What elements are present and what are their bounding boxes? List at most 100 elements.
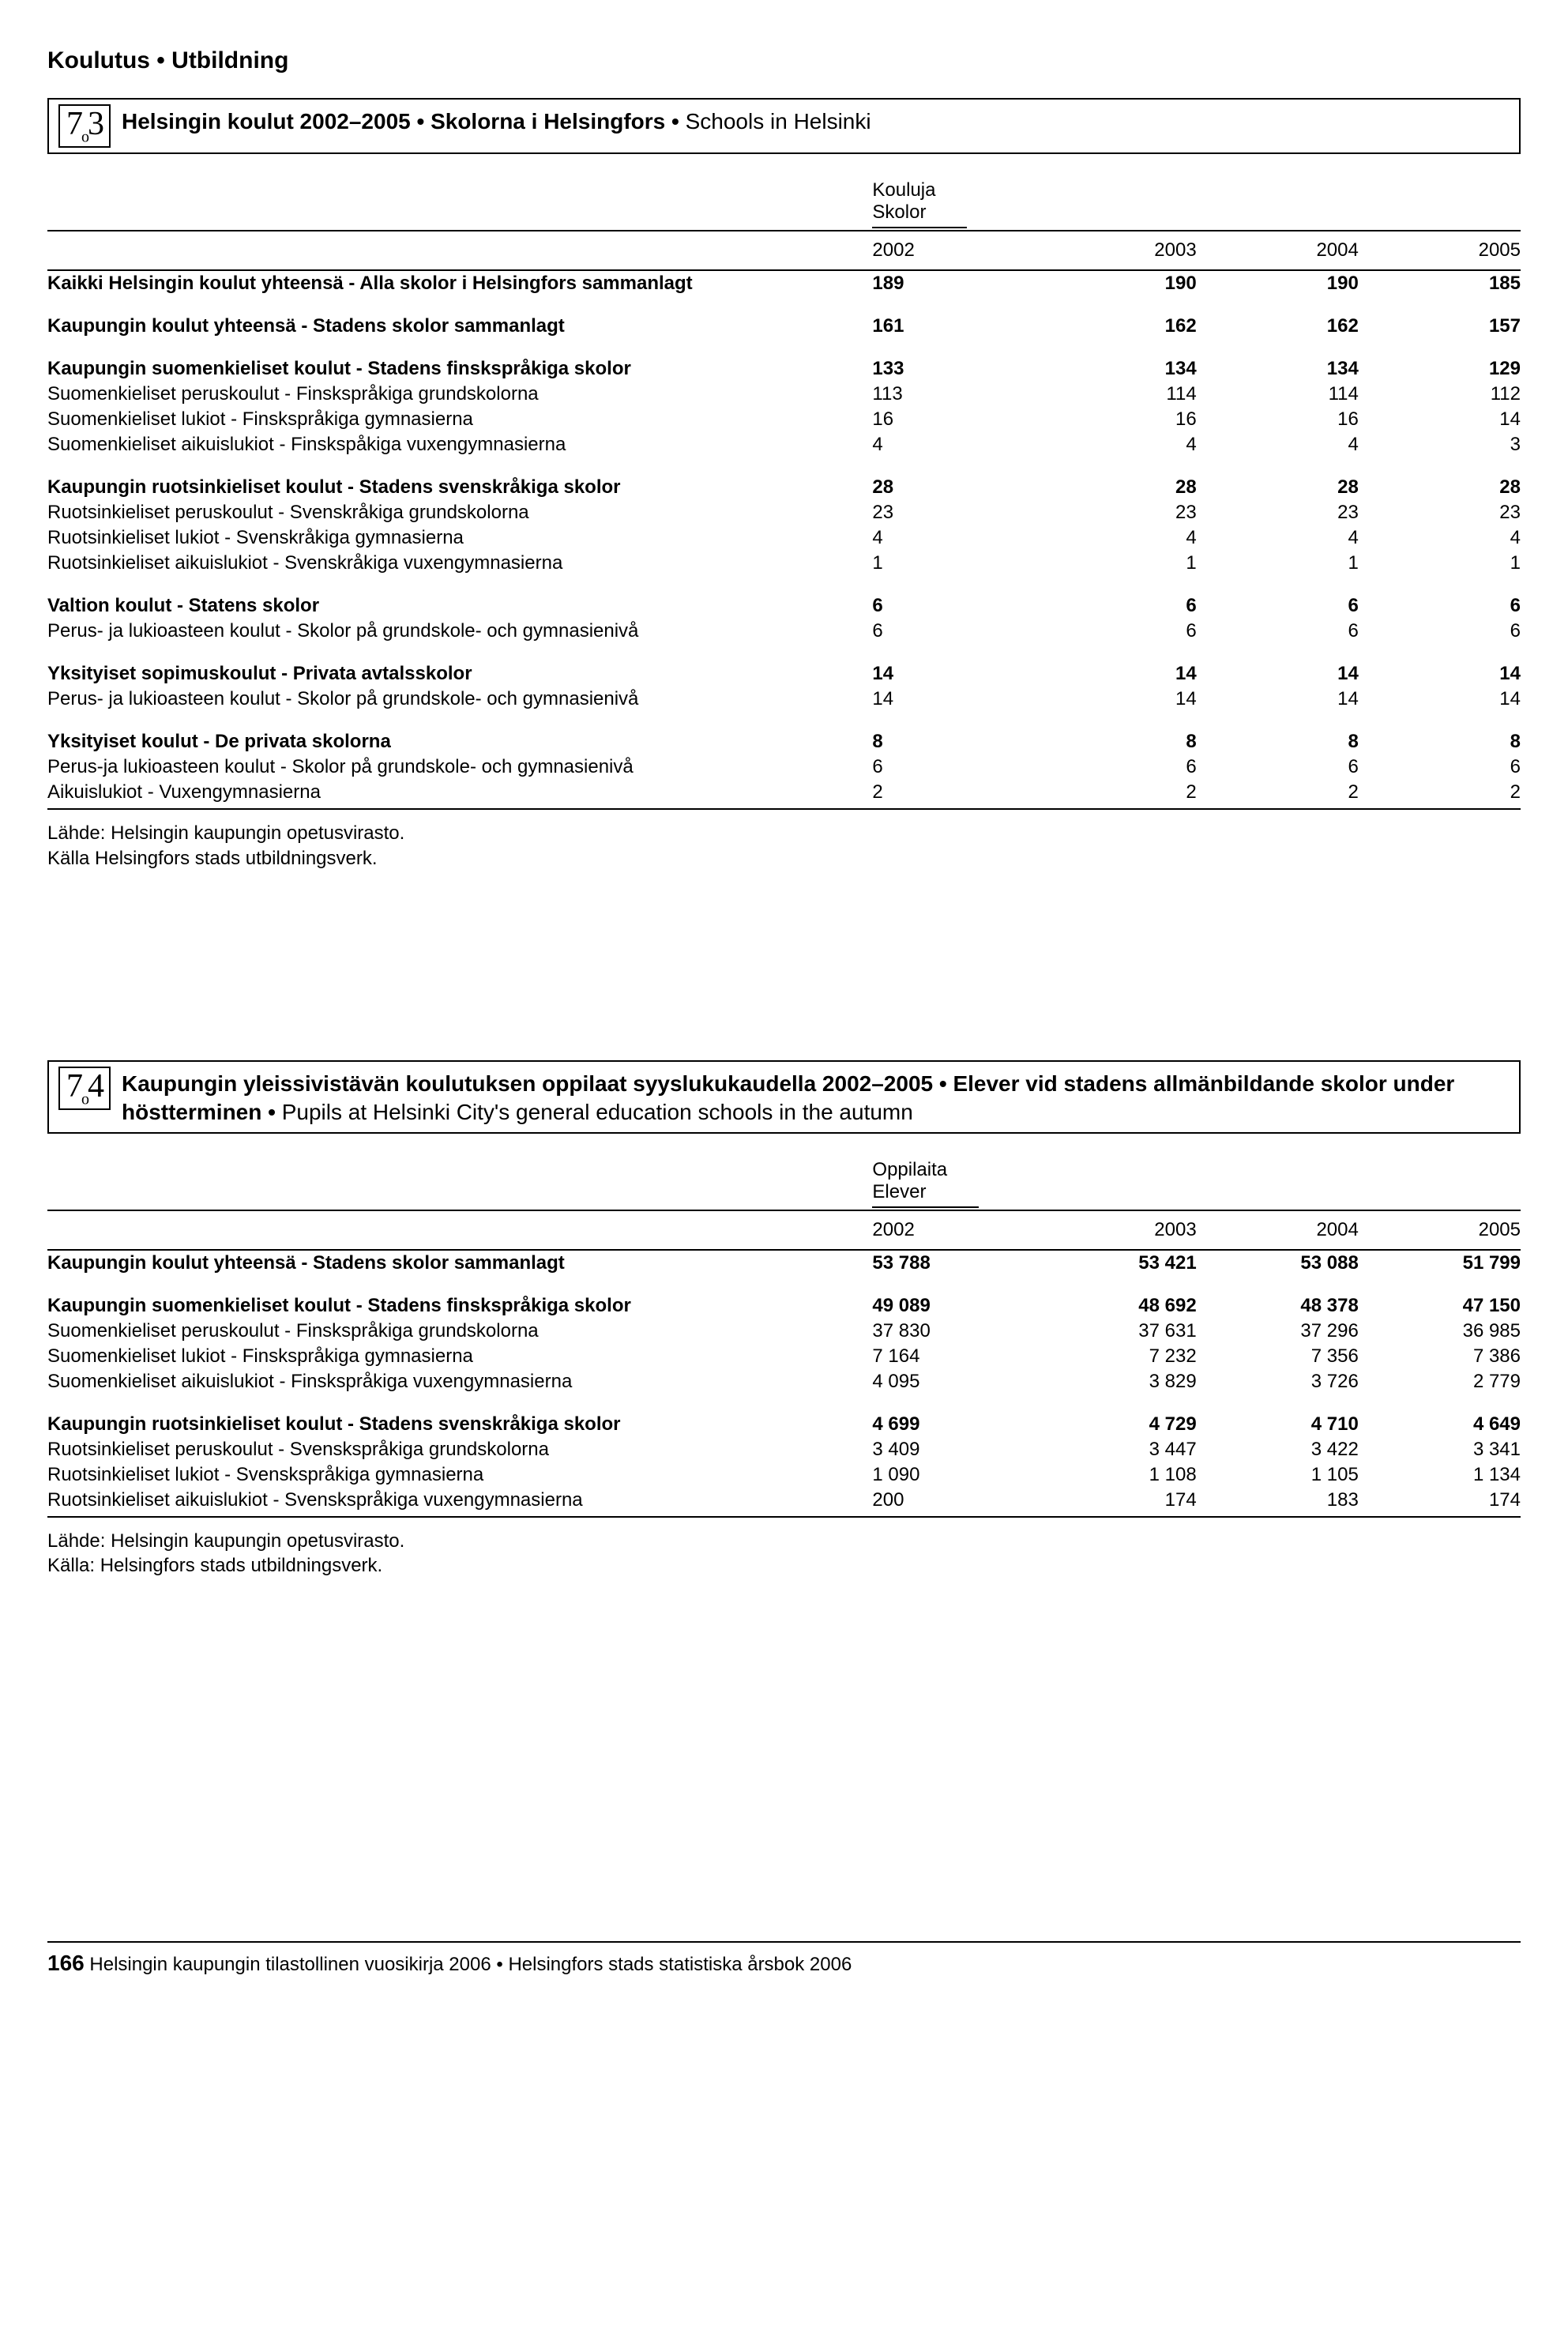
spacer-row: [47, 712, 1521, 729]
table-row: Aikuislukiot - Vuxengymnasierna2222: [47, 780, 1521, 809]
cell-value: 28: [1197, 475, 1359, 500]
header-years-row: 2002 2003 2004 2005: [47, 231, 1521, 270]
spacer-row: [47, 296, 1521, 314]
cell-value: 6: [872, 754, 1034, 780]
cell-value: 1 090: [872, 1462, 1034, 1488]
row-label: Yksityiset koulut - De privata skolorna: [47, 729, 872, 754]
section-73-title-plain: Schools in Helsinki: [686, 109, 871, 134]
cell-value: 8: [1197, 729, 1359, 754]
cell-value: 23: [1035, 500, 1197, 525]
cell-value: 6: [872, 619, 1034, 644]
cell-value: 14: [1197, 661, 1359, 687]
section-74-title-box: 7o4 Kaupungin yleissivistävän koulutukse…: [47, 1060, 1521, 1134]
cell-value: 1: [1035, 551, 1197, 576]
table-row: Ruotsinkieliset peruskoulut - Svenskråki…: [47, 500, 1521, 525]
row-label: Suomenkieliset peruskoulut - Finskspråki…: [47, 1319, 872, 1344]
table-row: Kaikki Helsingin koulut yhteensä - Alla …: [47, 270, 1521, 296]
spacer-row: [47, 1276, 1521, 1293]
section-number-sub: 3: [88, 106, 103, 142]
table-row: Suomenkieliset peruskoulut - Finskspråki…: [47, 1319, 1521, 1344]
cell-value: 2: [1035, 780, 1197, 809]
cell-value: 113: [872, 382, 1034, 407]
cell-value: 6: [1197, 619, 1359, 644]
cell-value: 49 089: [872, 1293, 1034, 1319]
cell-value: 157: [1359, 314, 1521, 339]
cell-value: 3: [1359, 432, 1521, 457]
section-number-sub-o: o: [81, 1090, 88, 1108]
cell-value: 134: [1035, 356, 1197, 382]
cell-value: 28: [1035, 475, 1197, 500]
cell-value: 200: [872, 1488, 1034, 1517]
section-74-number-badge: 7o4: [58, 1067, 111, 1110]
cell-value: 16: [1035, 407, 1197, 432]
table-row: Perus-ja lukioasteen koulut - Skolor på …: [47, 754, 1521, 780]
section-74-title-plain: Pupils at Helsinki City's general educat…: [282, 1100, 913, 1124]
cell-value: 37 631: [1035, 1319, 1197, 1344]
cell-value: 4 729: [1035, 1412, 1197, 1437]
cell-value: 14: [872, 687, 1034, 712]
cell-value: 48 692: [1035, 1293, 1197, 1319]
cell-value: 112: [1359, 382, 1521, 407]
cell-value: 14: [1359, 407, 1521, 432]
cell-value: 28: [1359, 475, 1521, 500]
cell-value: 4 699: [872, 1412, 1034, 1437]
year-col: 2003: [1035, 231, 1197, 270]
cell-value: 190: [1035, 270, 1197, 296]
cell-value: 8: [872, 729, 1034, 754]
cell-value: 1 134: [1359, 1462, 1521, 1488]
footer-text: Helsingin kaupungin tilastollinen vuosik…: [85, 1954, 852, 1975]
table-row: Kaupungin suomenkieliset koulut - Staden…: [47, 356, 1521, 382]
cell-value: 190: [1197, 270, 1359, 296]
cell-value: 133: [872, 356, 1034, 382]
cell-value: 2: [1197, 780, 1359, 809]
cell-value: 28: [872, 475, 1034, 500]
source-73: Lähde: Helsingin kaupungin opetusvirasto…: [47, 821, 1521, 870]
row-label: Suomenkieliset aikuislukiot - Finskspåki…: [47, 432, 872, 457]
cell-value: 6: [1359, 754, 1521, 780]
table-row: Ruotsinkieliset aikuislukiot - Svenskspr…: [47, 1488, 1521, 1517]
cell-value: 3 447: [1035, 1437, 1197, 1462]
cell-value: 53 421: [1035, 1250, 1197, 1276]
cell-value: 4: [1197, 525, 1359, 551]
table-row: Yksityiset sopimuskoulut - Privata avtal…: [47, 661, 1521, 687]
cell-value: 6: [1197, 754, 1359, 780]
cell-value: 53 788: [872, 1250, 1034, 1276]
page-number: 166: [47, 1951, 85, 1975]
cell-value: 161: [872, 314, 1034, 339]
spacer-row: [47, 1394, 1521, 1412]
row-label: Kaupungin ruotsinkieliset koulut - Stade…: [47, 475, 872, 500]
row-label: Suomenkieliset aikuislukiot - Finskspråk…: [47, 1369, 872, 1394]
cell-value: 8: [1035, 729, 1197, 754]
table-row: Valtion koulut - Statens skolor6666: [47, 593, 1521, 619]
cell-value: 1: [1197, 551, 1359, 576]
row-label: Ruotsinkieliset aikuislukiot - Svenskråk…: [47, 551, 872, 576]
cell-value: 185: [1359, 270, 1521, 296]
header-years-row: 2002 2003 2004 2005: [47, 1210, 1521, 1250]
table-row: Kaupungin ruotsinkieliset koulut - Stade…: [47, 475, 1521, 500]
row-label: Kaikki Helsingin koulut yhteensä - Alla …: [47, 270, 872, 296]
table-row: Suomenkieliset lukiot - Finskspråkiga gy…: [47, 1344, 1521, 1369]
cell-value: 114: [1035, 382, 1197, 407]
cell-value: 51 799: [1359, 1250, 1521, 1276]
cell-value: 14: [1197, 687, 1359, 712]
table-row: Kaupungin koulut yhteensä - Stadens skol…: [47, 314, 1521, 339]
cell-value: 6: [1359, 593, 1521, 619]
row-label: Suomenkieliset lukiot - Finskspråkiga gy…: [47, 407, 872, 432]
col-group-header: Oppilaita Elever: [872, 1159, 979, 1208]
row-label: Ruotsinkieliset aikuislukiot - Svenskspr…: [47, 1488, 872, 1517]
section-number-sub-o: o: [81, 128, 88, 145]
row-label: Valtion koulut - Statens skolor: [47, 593, 872, 619]
row-label: Ruotsinkieliset lukiot - Svenskspråkiga …: [47, 1462, 872, 1488]
row-label: Suomenkieliset peruskoulut - Finskspråki…: [47, 382, 872, 407]
year-col: 2005: [1359, 1210, 1521, 1250]
section-number-sub: 4: [88, 1068, 103, 1104]
table-row: Perus- ja lukioasteen koulut - Skolor på…: [47, 619, 1521, 644]
cell-value: 7 164: [872, 1344, 1034, 1369]
cell-value: 189: [872, 270, 1034, 296]
cell-value: 162: [1035, 314, 1197, 339]
table-row: Suomenkieliset lukiot - Finskspråkiga gy…: [47, 407, 1521, 432]
cell-value: 3 341: [1359, 1437, 1521, 1462]
spacer-row: [47, 339, 1521, 356]
source-74: Lähde: Helsingin kaupungin opetusvirasto…: [47, 1529, 1521, 1578]
cell-value: 16: [1197, 407, 1359, 432]
